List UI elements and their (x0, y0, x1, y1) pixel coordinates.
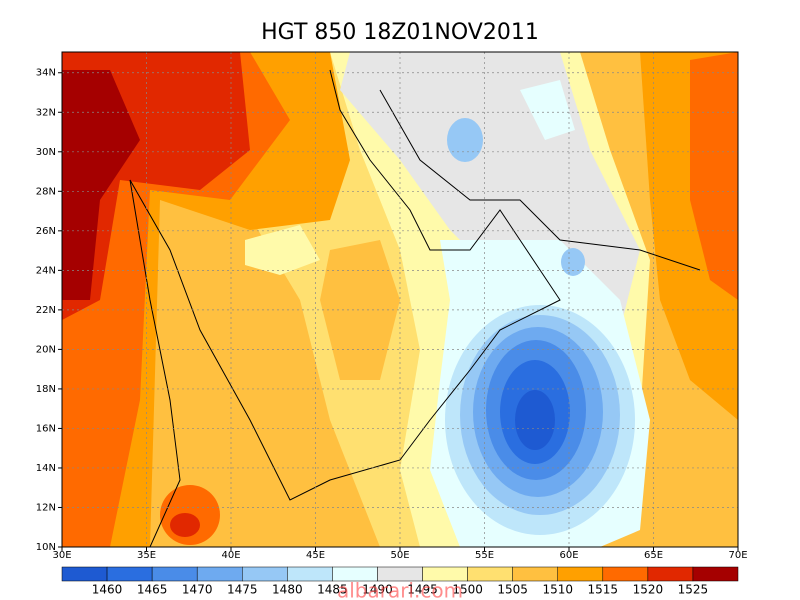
map-title: HGT 850 18Z01NOV2011 (261, 20, 539, 45)
x-tick-label: 60E (559, 550, 578, 561)
colorbar-label: 1475 (227, 583, 258, 597)
y-tick-label: 28N (36, 186, 56, 197)
y-tick-label: 12N (36, 502, 56, 513)
x-tick-label: 55E (475, 550, 494, 561)
colorbar-box (106, 566, 153, 582)
colorbar-label: 1510 (542, 583, 573, 597)
colorbar-label: 1485 (317, 583, 348, 597)
colorbar-label: 1470 (182, 583, 213, 597)
colorbar-label: 1495 (407, 583, 438, 597)
y-tick-label: 24N (36, 265, 56, 276)
colorbar-label: 1505 (497, 583, 528, 597)
colorbar-box (557, 566, 604, 582)
y-tick-label: 34N (36, 68, 56, 79)
colorbar-label: 1465 (137, 583, 168, 597)
y-tick-label: 14N (36, 463, 56, 474)
colorbar-box (512, 566, 558, 582)
contour-fill (245, 225, 320, 275)
y-tick-label: 30N (36, 147, 56, 158)
contour-fill (62, 70, 140, 300)
colorbar-box (151, 566, 198, 582)
contour-fill (447, 118, 483, 162)
coastline (129, 69, 561, 501)
x-tick-label: 35E (137, 550, 156, 561)
x-tick-label: 45E (306, 550, 325, 561)
x-tick-label: 70E (728, 550, 747, 561)
x-tick-label: 40E (221, 550, 240, 561)
contour-fill (561, 248, 585, 276)
watermark: albarari.com (337, 579, 463, 600)
colorbar-box (242, 566, 288, 582)
contour-fill (520, 80, 575, 140)
contour-fill (170, 513, 200, 537)
colorbar-label: 1500 (452, 583, 483, 597)
y-tick-label: 20N (36, 344, 56, 355)
y-tick-label: 18N (36, 384, 56, 395)
y-tick-label: 26N (36, 226, 56, 237)
y-tick-label: 32N (36, 107, 56, 118)
y-tick-label: 10N (36, 542, 56, 553)
colorbar-label: 1490 (362, 583, 393, 597)
colorbar-box (61, 566, 108, 582)
contour-fill (690, 52, 738, 300)
colorbar-box (196, 566, 243, 582)
contour-fill (515, 390, 555, 450)
colorbar-label: 1515 (588, 583, 619, 597)
colorbar-box (647, 566, 694, 582)
y-tick-label: 22N (36, 305, 56, 316)
coastline (379, 89, 701, 271)
colorbar-label: 1520 (633, 583, 664, 597)
x-tick-label: 30E (52, 550, 71, 561)
colorbar-box (692, 566, 739, 582)
x-tick-label: 50E (390, 550, 409, 561)
y-tick-label: 16N (36, 423, 56, 434)
coastline (129, 179, 181, 547)
colorbar-box (467, 566, 513, 582)
contour-field (62, 52, 738, 547)
colorbar-label: 1525 (678, 583, 709, 597)
colorbar-box (287, 566, 333, 582)
colorbar-box (602, 566, 649, 582)
colorbar-label: 1460 (92, 583, 123, 597)
contour-fill (320, 240, 400, 380)
x-tick-label: 65E (644, 550, 663, 561)
colorbar-label: 1480 (272, 583, 303, 597)
